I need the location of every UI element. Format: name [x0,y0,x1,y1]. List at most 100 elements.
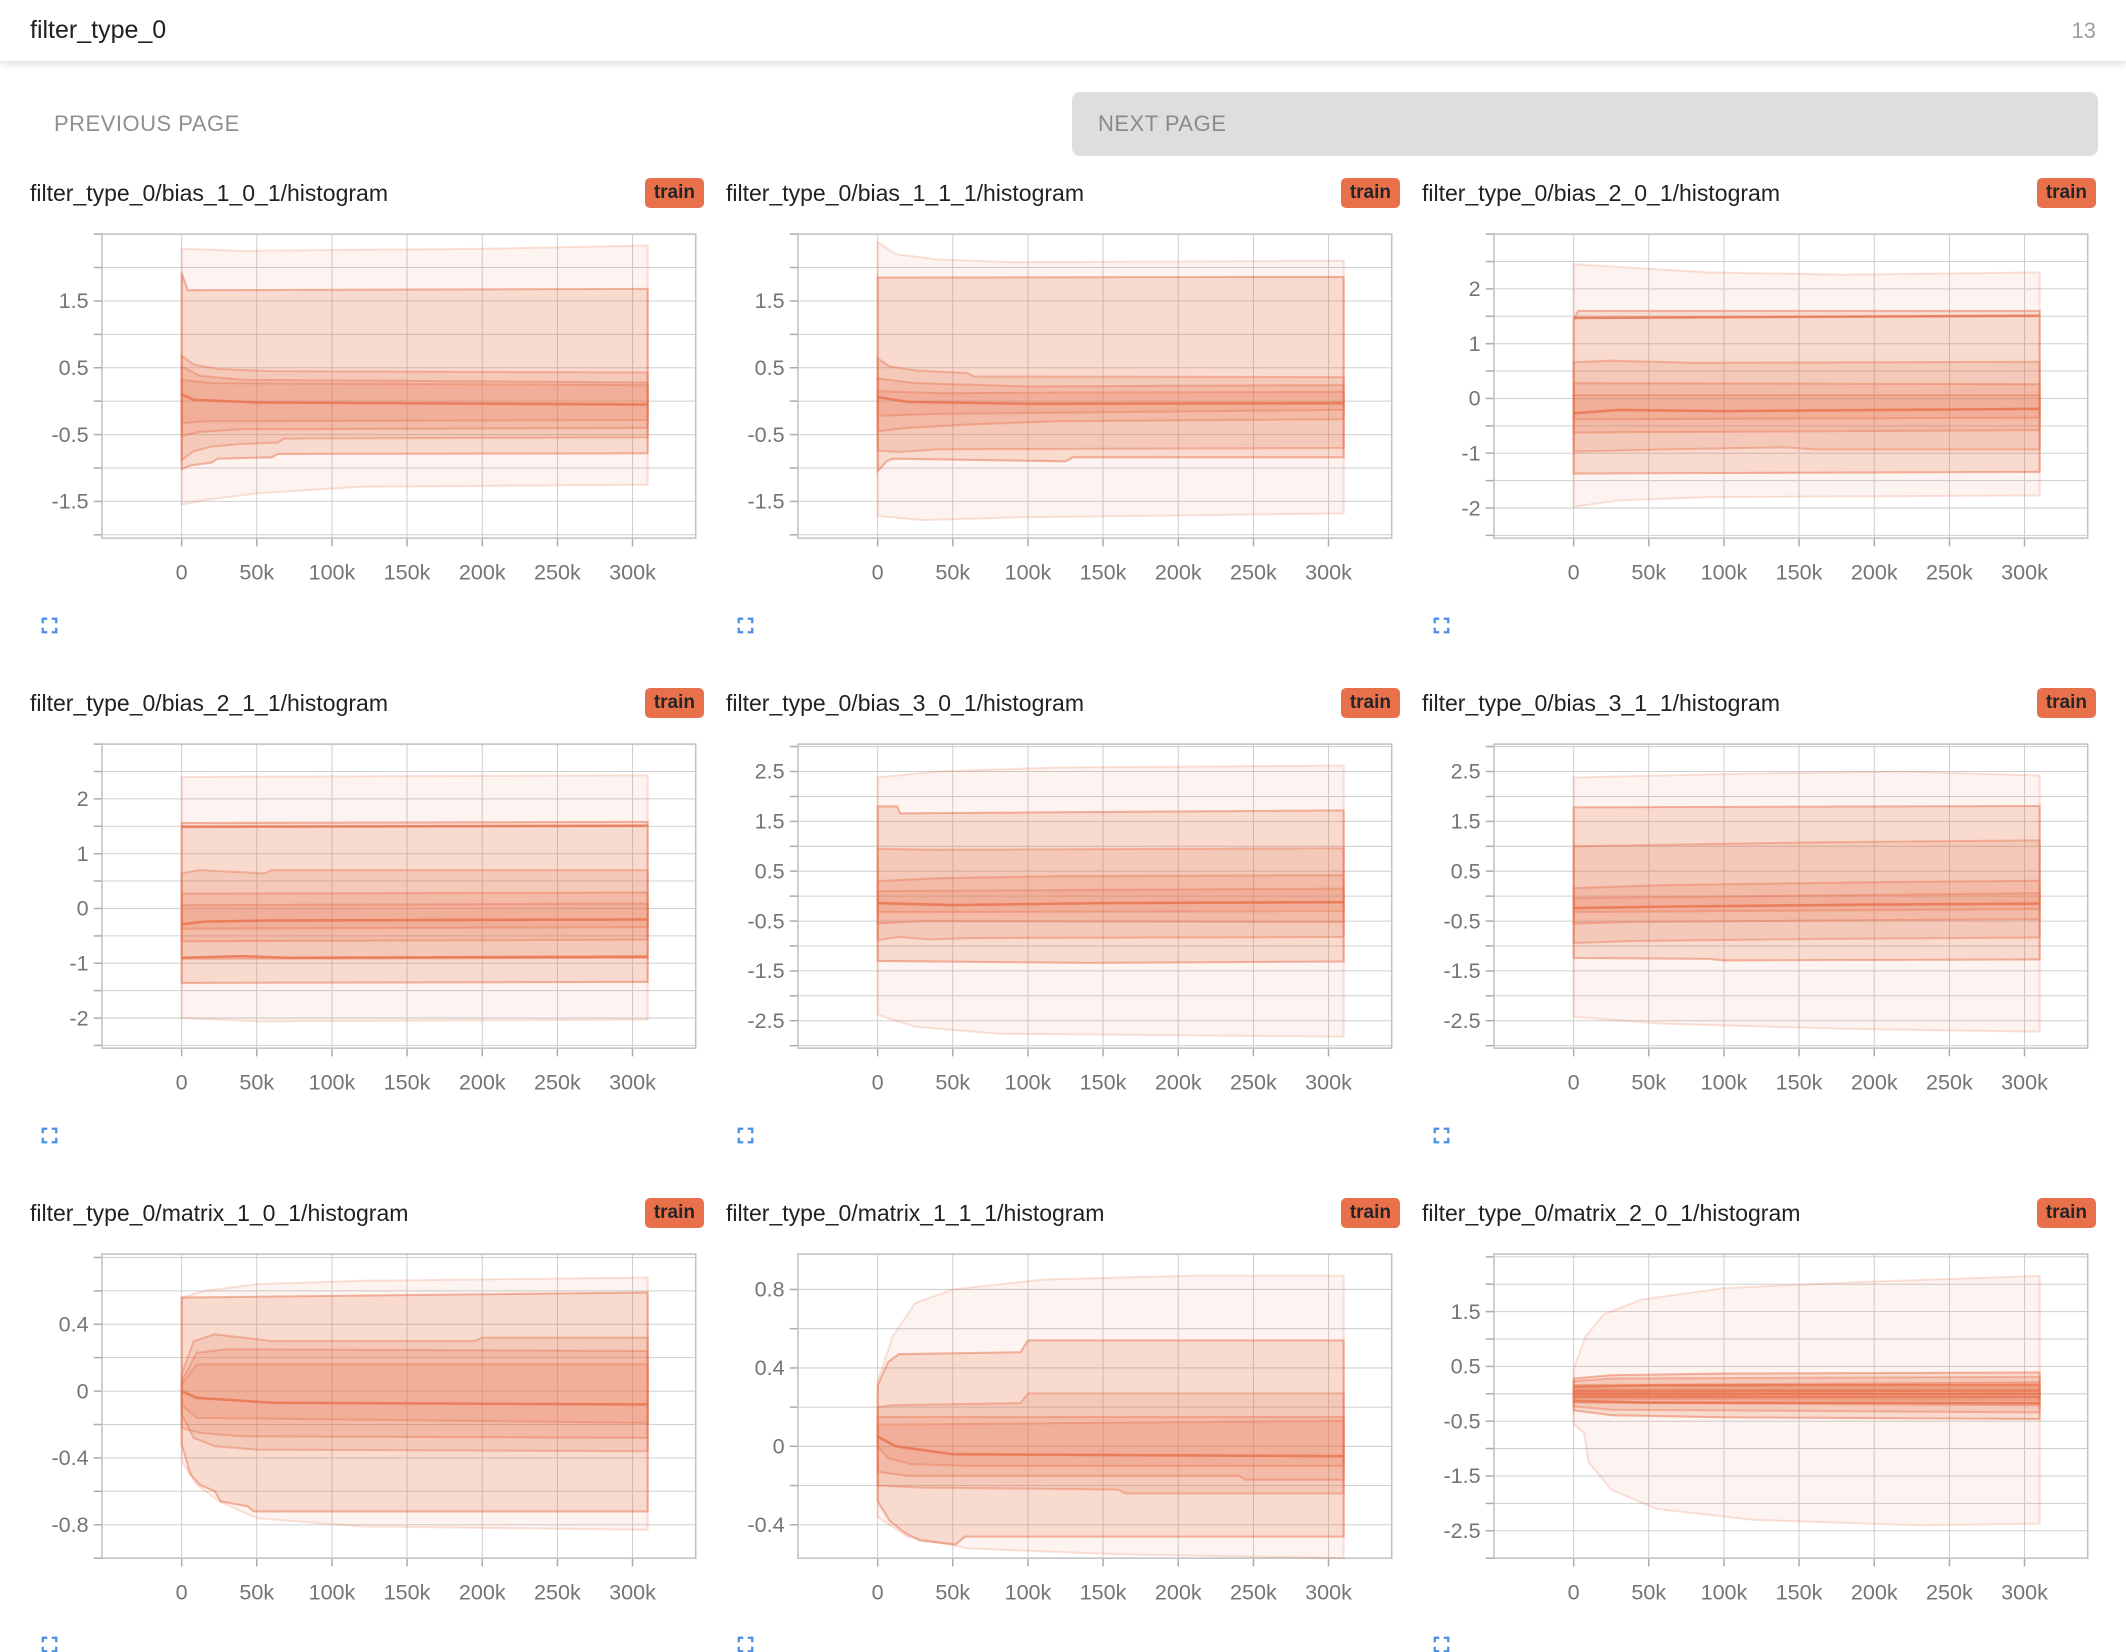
expand-chart-button[interactable] [34,1122,64,1152]
svg-text:150k: 150k [1776,1579,1823,1604]
histogram-chart[interactable]: 1.5 0.5 -0.5 -1.5 0 50k 100k 150k 200k 250k 300k [28,230,706,598]
run-badge: train [1340,687,1400,718]
chart-title: filter_type_0/matrix_1_1_1/histogram [726,1199,1105,1226]
expand-chart-button[interactable] [1426,1631,1456,1652]
svg-text:250k: 250k [534,1069,581,1094]
svg-text:1.5: 1.5 [755,808,785,833]
svg-text:-1: -1 [1461,440,1480,465]
svg-text:100k: 100k [1701,559,1748,584]
svg-text:0: 0 [1568,1069,1580,1094]
histogram-chart[interactable]: 0.4 0 -0.4 -0.8 0 50k 100k 150k 200k 250k 300k [28,1250,706,1618]
run-badge: train [1340,178,1400,208]
histogram-chart[interactable]: 1.5 0.5 -0.5 -1.5 -2.5 0 50k 100k 150k 200k 250k 30… [1420,1250,2098,1618]
svg-text:-0.4: -0.4 [51,1445,88,1470]
svg-text:-0.4: -0.4 [747,1511,784,1536]
svg-text:-1.5: -1.5 [747,489,784,514]
svg-text:100k: 100k [309,559,356,584]
chart-card-header: filter_type_0/bias_3_1_1/histogram train [1422,687,2096,718]
svg-text:150k: 150k [384,1579,431,1604]
svg-text:200k: 200k [459,559,506,584]
chart-card: filter_type_0/matrix_2_0_1/histogram tra… [1420,1197,2098,1652]
svg-text:0: 0 [176,1579,188,1604]
chart-grid: filter_type_0/bias_1_0_1/histogram train… [28,178,2098,1652]
svg-text:2: 2 [1469,276,1481,301]
histogram-chart[interactable]: 2 1 0 -1 -2 0 50k 100k 150k 200k 250k 300k [1420,230,2098,598]
svg-text:2: 2 [77,786,89,811]
chart-card: filter_type_0/bias_1_1_1/histogram train… [724,178,1402,642]
fullscreen-icon [1433,1636,1449,1652]
svg-text:0.5: 0.5 [755,355,785,380]
chart-title: filter_type_0/matrix_1_0_1/histogram [30,1199,409,1226]
svg-text:1: 1 [77,841,89,866]
svg-text:250k: 250k [1926,559,1973,584]
svg-text:0: 0 [176,559,188,584]
fullscreen-icon [737,1127,753,1143]
svg-text:1.5: 1.5 [755,288,785,313]
run-badge: train [2036,687,2096,718]
svg-text:100k: 100k [309,1069,356,1094]
chart-card: filter_type_0/bias_3_1_1/histogram train… [1420,687,2098,1152]
svg-text:300k: 300k [1305,1069,1352,1094]
expand-chart-button[interactable] [1426,612,1456,642]
svg-text:0: 0 [872,559,884,584]
svg-text:100k: 100k [1005,1069,1052,1094]
previous-page-button[interactable]: PREVIOUS PAGE [28,92,1054,156]
svg-text:150k: 150k [384,1069,431,1094]
svg-text:100k: 100k [1701,1579,1748,1604]
svg-text:150k: 150k [1776,559,1823,584]
svg-text:50k: 50k [935,559,970,584]
run-badge: train [2036,1197,2096,1228]
chart-title: filter_type_0/matrix_2_0_1/histogram [1422,1199,1801,1226]
fullscreen-icon [41,1127,57,1143]
svg-text:250k: 250k [1230,559,1277,584]
next-page-button[interactable]: NEXT PAGE [1072,92,2098,156]
svg-text:0: 0 [872,1579,884,1604]
svg-text:100k: 100k [309,1579,356,1604]
svg-text:0.8: 0.8 [755,1276,785,1301]
svg-text:200k: 200k [1851,1069,1898,1094]
svg-text:250k: 250k [534,1579,581,1604]
expand-chart-button[interactable] [730,1122,760,1152]
chart-card-header: filter_type_0/matrix_1_1_1/histogram tra… [726,1197,1400,1228]
svg-text:150k: 150k [1080,1069,1127,1094]
svg-text:0.4: 0.4 [59,1311,89,1336]
svg-text:0.5: 0.5 [1451,1353,1481,1378]
svg-text:300k: 300k [1305,559,1352,584]
run-badge: train [644,687,704,718]
svg-text:0.5: 0.5 [59,355,89,380]
svg-text:-2: -2 [69,1005,88,1030]
chart-card: filter_type_0/bias_3_0_1/histogram train… [724,687,1402,1152]
svg-text:200k: 200k [1155,1579,1202,1604]
svg-text:100k: 100k [1005,559,1052,584]
svg-text:-2.5: -2.5 [1443,1517,1480,1542]
expand-chart-button[interactable] [34,1631,64,1652]
fullscreen-icon [737,617,753,634]
expand-chart-button[interactable] [730,612,760,642]
svg-text:300k: 300k [2001,1069,2048,1094]
svg-text:1: 1 [1469,331,1481,356]
svg-text:-1.5: -1.5 [1443,958,1480,983]
svg-text:0.5: 0.5 [1451,858,1481,883]
expand-chart-button[interactable] [730,1631,760,1652]
run-badge: train [644,178,704,208]
svg-text:150k: 150k [384,559,431,584]
chart-card-header: filter_type_0/bias_3_0_1/histogram train [726,687,1400,718]
svg-text:-1.5: -1.5 [747,958,784,983]
expand-chart-button[interactable] [34,612,64,642]
histogram-chart[interactable]: 1.5 0.5 -0.5 -1.5 0 50k 100k 150k 200k 250k 300k [724,230,1402,598]
svg-text:200k: 200k [459,1069,506,1094]
histogram-chart[interactable]: 2.5 1.5 0.5 -0.5 -1.5 -2.5 0 50k 100k 150k 200k 250… [724,740,1402,1108]
chart-title: filter_type_0/bias_2_0_1/histogram [1422,180,1781,206]
expand-chart-button[interactable] [1426,1122,1456,1152]
svg-text:50k: 50k [239,1069,274,1094]
svg-text:250k: 250k [1230,1579,1277,1604]
svg-text:50k: 50k [239,559,274,584]
histogram-chart[interactable]: 2 1 0 -1 -2 0 50k 100k 150k 200k 250k 300k [28,740,706,1108]
chart-title: filter_type_0/bias_3_1_1/histogram [1422,689,1781,716]
svg-text:200k: 200k [459,1579,506,1604]
chart-card: filter_type_0/matrix_1_1_1/histogram tra… [724,1197,1402,1652]
svg-text:0: 0 [77,895,89,920]
chart-card-header: filter_type_0/bias_2_1_1/histogram train [30,687,704,718]
histogram-chart[interactable]: 0.8 0.4 0 -0.4 0 50k 100k 150k 200k 250k 300k [724,1250,1402,1618]
histogram-chart[interactable]: 2.5 1.5 0.5 -0.5 -1.5 -2.5 0 50k 100k 150k 200k 250… [1420,740,2098,1108]
